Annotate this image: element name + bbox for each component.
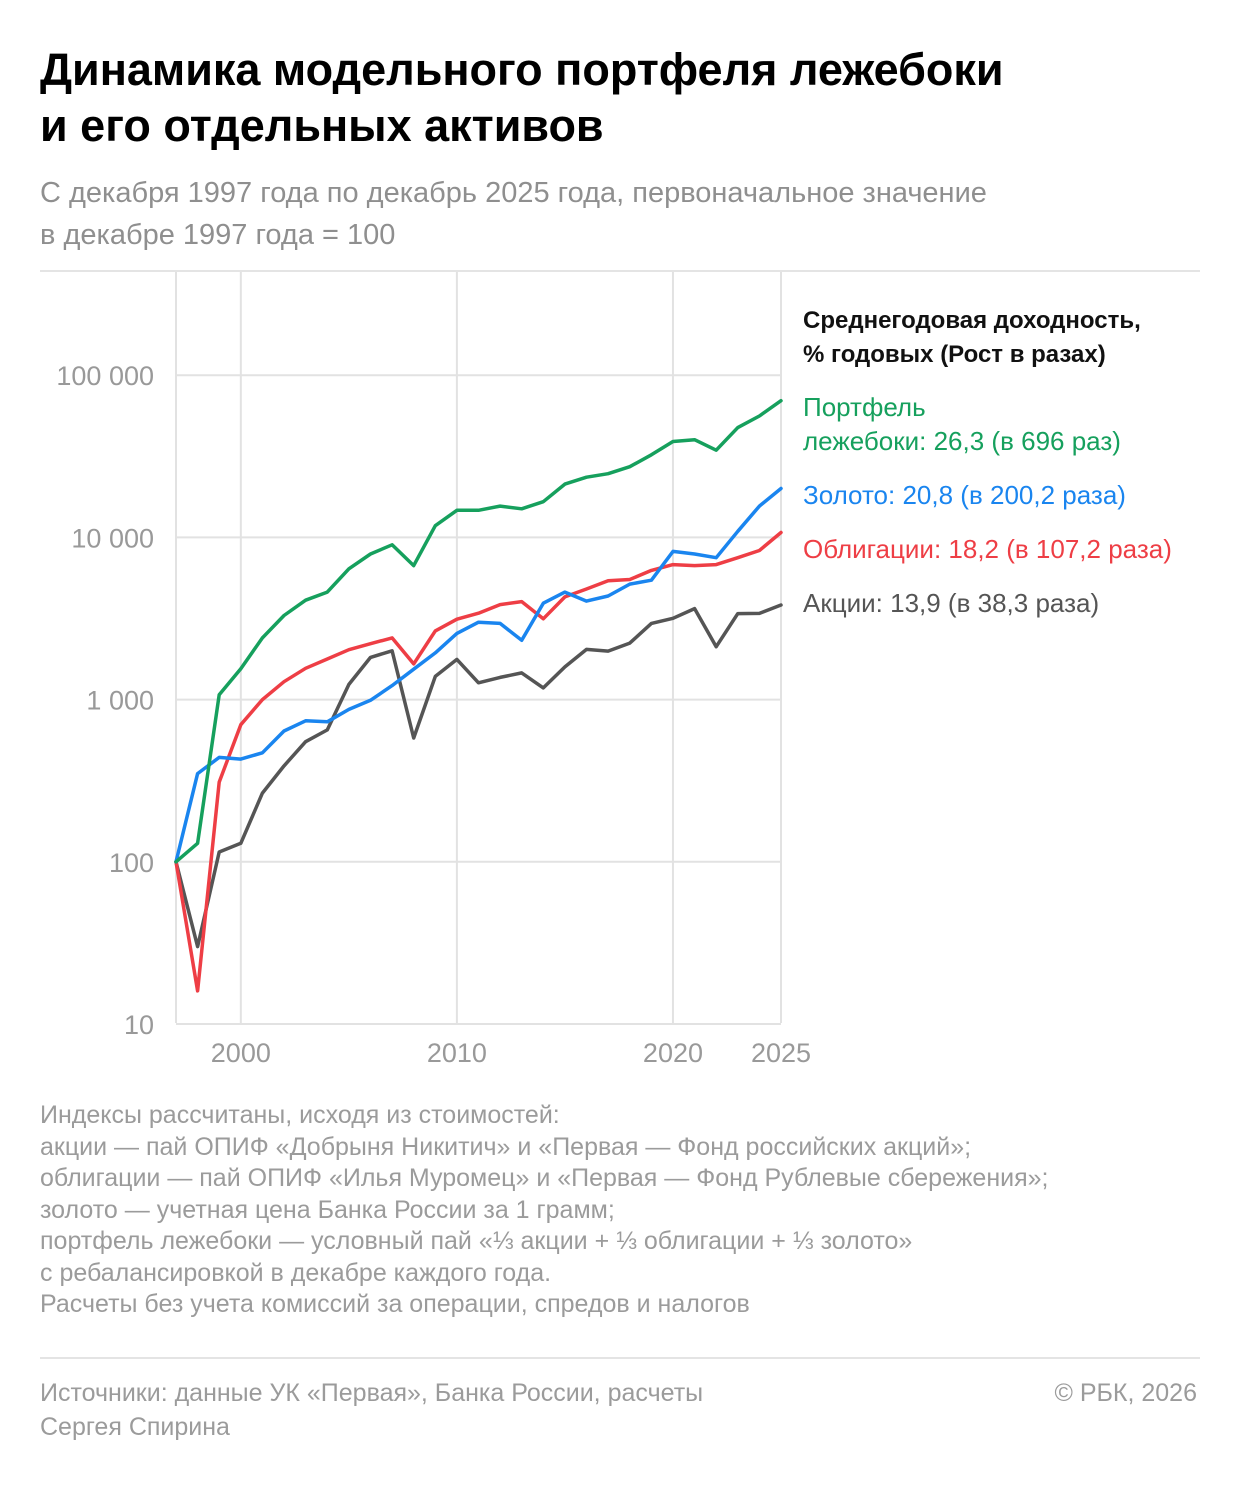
note-line: Расчеты без учета комиссий за операции, … [40, 1290, 750, 1318]
line-chart: 10 100 1 000 10 000 100 000 2000 2010 2020 2025 [56, 272, 811, 1068]
x-tick-label: 2000 [211, 1038, 271, 1068]
legend-entry-gold: Золото: 20,8 (в 200,2 раза) [803, 478, 1126, 512]
title-line-1: Динамика модельного портфеля лежебоки [40, 44, 1004, 95]
chart-title: Динамика модельного портфеля лежебоки и … [40, 42, 1200, 154]
legend-entry-bonds: Облигации: 18,2 (в 107,2 раза) [803, 532, 1172, 566]
legend-portfolio-line-2: лежебоки: 26,3 (в 696 раз) [803, 426, 1121, 456]
subtitle-line-2: в декабре 1997 года = 100 [40, 219, 396, 251]
subtitle-line-1: С декабря 1997 года по декабрь 2025 года… [40, 177, 987, 209]
series-lines [174, 398, 783, 993]
note-line: с ребалансировкой в декабре каждого года… [40, 1258, 552, 1287]
sources: Источники: данные УК «Первая», Банка Рос… [40, 1376, 900, 1444]
y-tick-label: 10 000 [71, 523, 154, 553]
y-tick-label: 10 [124, 1010, 154, 1040]
x-tick-label: 2025 [751, 1038, 811, 1068]
bottom-divider [40, 1357, 1200, 1359]
note-line: облигации — пай ОПИФ «Илья Муромец» и «П… [40, 1164, 1049, 1192]
axes: 10 100 1 000 10 000 100 000 2000 2010 2020 2025 [56, 272, 811, 1068]
series-line-portfolio [174, 398, 783, 864]
legend-title: Среднегодовая доходность, % годовых (Рос… [803, 304, 1223, 372]
note-line: портфель лежебоки — условный пай «⅓ акци… [40, 1227, 913, 1255]
legend-portfolio-line-1: Портфель [803, 392, 926, 422]
methodology-notes: Индексы рассчитаны, исходя из стоимостей… [40, 1100, 1200, 1321]
x-tick-label: 2020 [643, 1038, 703, 1068]
note-line: Индексы рассчитаны, исходя из стоимостей… [40, 1101, 560, 1129]
legend-entry-portfolio: Портфель лежебоки: 26,3 (в 696 раз) [803, 390, 1121, 458]
legend-stocks-label: Акции: 13,9 (в 38,3 раза) [803, 588, 1100, 618]
sources-line-1: Источники: данные УК «Первая», Банка Рос… [40, 1379, 704, 1407]
series-line-gold [174, 486, 783, 864]
chart-subtitle: С декабря 1997 года по декабрь 2025 года… [40, 172, 1200, 256]
legend-bonds-label: Облигации: 18,2 (в 107,2 раза) [803, 534, 1172, 564]
note-line: золото — учетная цена Банка России за 1 … [40, 1195, 615, 1224]
title-line-2: и его отдельных активов [40, 100, 604, 151]
x-tick-label: 2010 [427, 1038, 487, 1068]
sources-line-2: Сергея Спирина [40, 1413, 230, 1441]
legend-entry-stocks: Акции: 13,9 (в 38,3 раза) [803, 586, 1099, 620]
series-line-stocks [174, 603, 783, 949]
y-tick-label: 1 000 [86, 686, 154, 716]
legend-title-line-1: Среднегодовая доходность, [803, 307, 1141, 334]
note-line: акции — пай ОПИФ «Добрыня Никитич» и «Пе… [40, 1132, 972, 1161]
copyright: © РБК, 2026 [1054, 1379, 1197, 1407]
top-divider [40, 270, 1200, 272]
y-tick-label: 100 000 [56, 361, 154, 391]
legend-gold-label: Золото: 20,8 (в 200,2 раза) [803, 480, 1126, 510]
grid [176, 272, 782, 1025]
y-tick-label: 100 [109, 848, 154, 878]
series-line-bonds [174, 530, 783, 993]
legend-title-line-2: % годовых (Рост в разах) [803, 341, 1106, 368]
